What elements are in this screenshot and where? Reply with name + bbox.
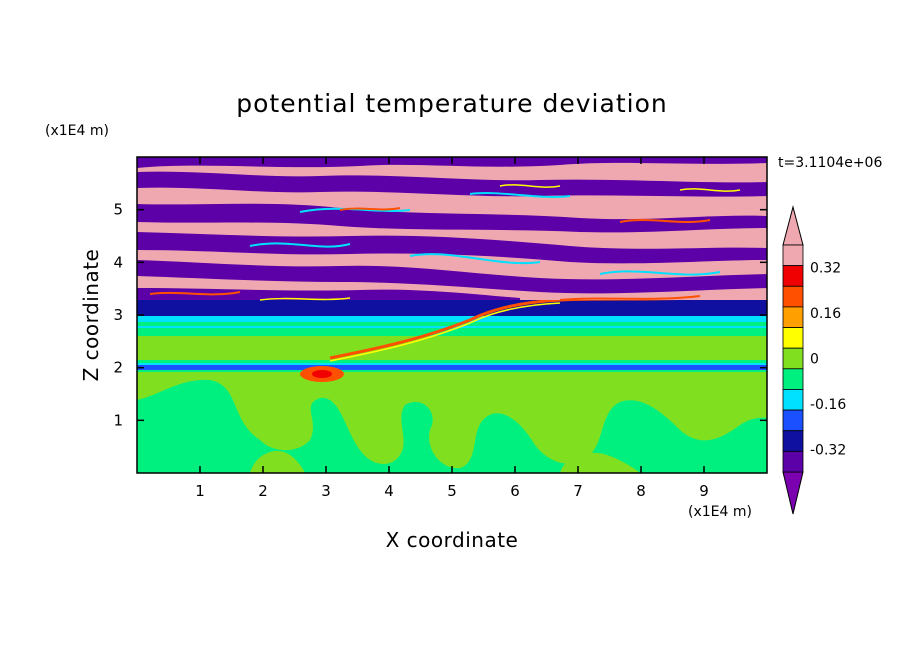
x-tick-label: 8 [636,482,646,500]
colorbar-segment [782,306,804,328]
field-stripe [137,260,767,294]
field-front [329,302,561,362]
field-stripe [137,203,767,233]
field-blob [560,452,640,473]
colorbar-label: -0.32 [810,442,846,458]
field-band [137,322,767,326]
colorbar-segment [782,389,804,411]
time-label: t=3.1104e+06 [778,155,882,171]
field-stripe [137,171,767,197]
colorbar-segment [782,265,804,287]
colorbar-label: 0.16 [810,306,841,322]
colorbar-segment [782,409,804,432]
field-band [137,365,767,370]
colorbar-label: -0.16 [810,397,846,413]
x-axis-ticks: 1 2 3 4 5 6 7 8 9 [195,157,709,500]
x-tick-label: 5 [447,482,457,500]
x-axis-label: X coordinate [386,528,519,552]
y-tick-label: 5 [113,201,123,219]
colorbar-label: 0 [810,352,819,368]
x-tick-label: 9 [699,482,709,500]
field-edge [249,192,721,276]
colorbar-label: 0.32 [810,261,841,277]
field-stripe [137,232,767,264]
colorbar-segment [782,285,804,308]
field-hotspot [312,370,332,378]
colorbar-segment [782,430,804,452]
y-axis-ticks: 1 2 3 4 5 [113,201,767,429]
x-tick-label: 6 [510,482,520,500]
y-tick-label: 3 [113,306,123,324]
x-unit-label: (x1E4 m) [688,504,752,520]
colorbar-over-arrow [782,205,804,246]
colorbar-segment [782,327,804,349]
x-tick-label: 2 [258,482,268,500]
plot-field [137,157,767,473]
x-tick-label: 7 [573,482,583,500]
field-band [137,300,767,316]
field-band [137,336,767,360]
colorbar-segment [782,347,804,370]
x-tick-label: 3 [321,482,331,500]
field-blob [137,372,767,469]
y-tick-label: 4 [113,253,123,271]
colorbar: -0.32 -0.16 0 0.16 0.32 [782,205,846,515]
field-stripe [137,288,520,300]
colorbar-segment [782,368,804,390]
field-edge [149,207,711,301]
x-tick-label: 4 [384,482,394,500]
field-band [137,363,767,365]
x-tick-label: 1 [195,482,205,500]
y-axis-label: Z coordinate [79,249,103,382]
y-tick-label: 1 [113,411,123,429]
y-unit-label: (x1E4 m) [45,123,109,139]
field-edge [259,184,741,301]
colorbar-segment [782,244,804,267]
chart-title: potential temperature deviation [236,89,667,118]
y-tick-label: 2 [113,359,123,377]
colorbar-under-arrow [782,471,804,515]
colorbar-segment [782,450,804,473]
